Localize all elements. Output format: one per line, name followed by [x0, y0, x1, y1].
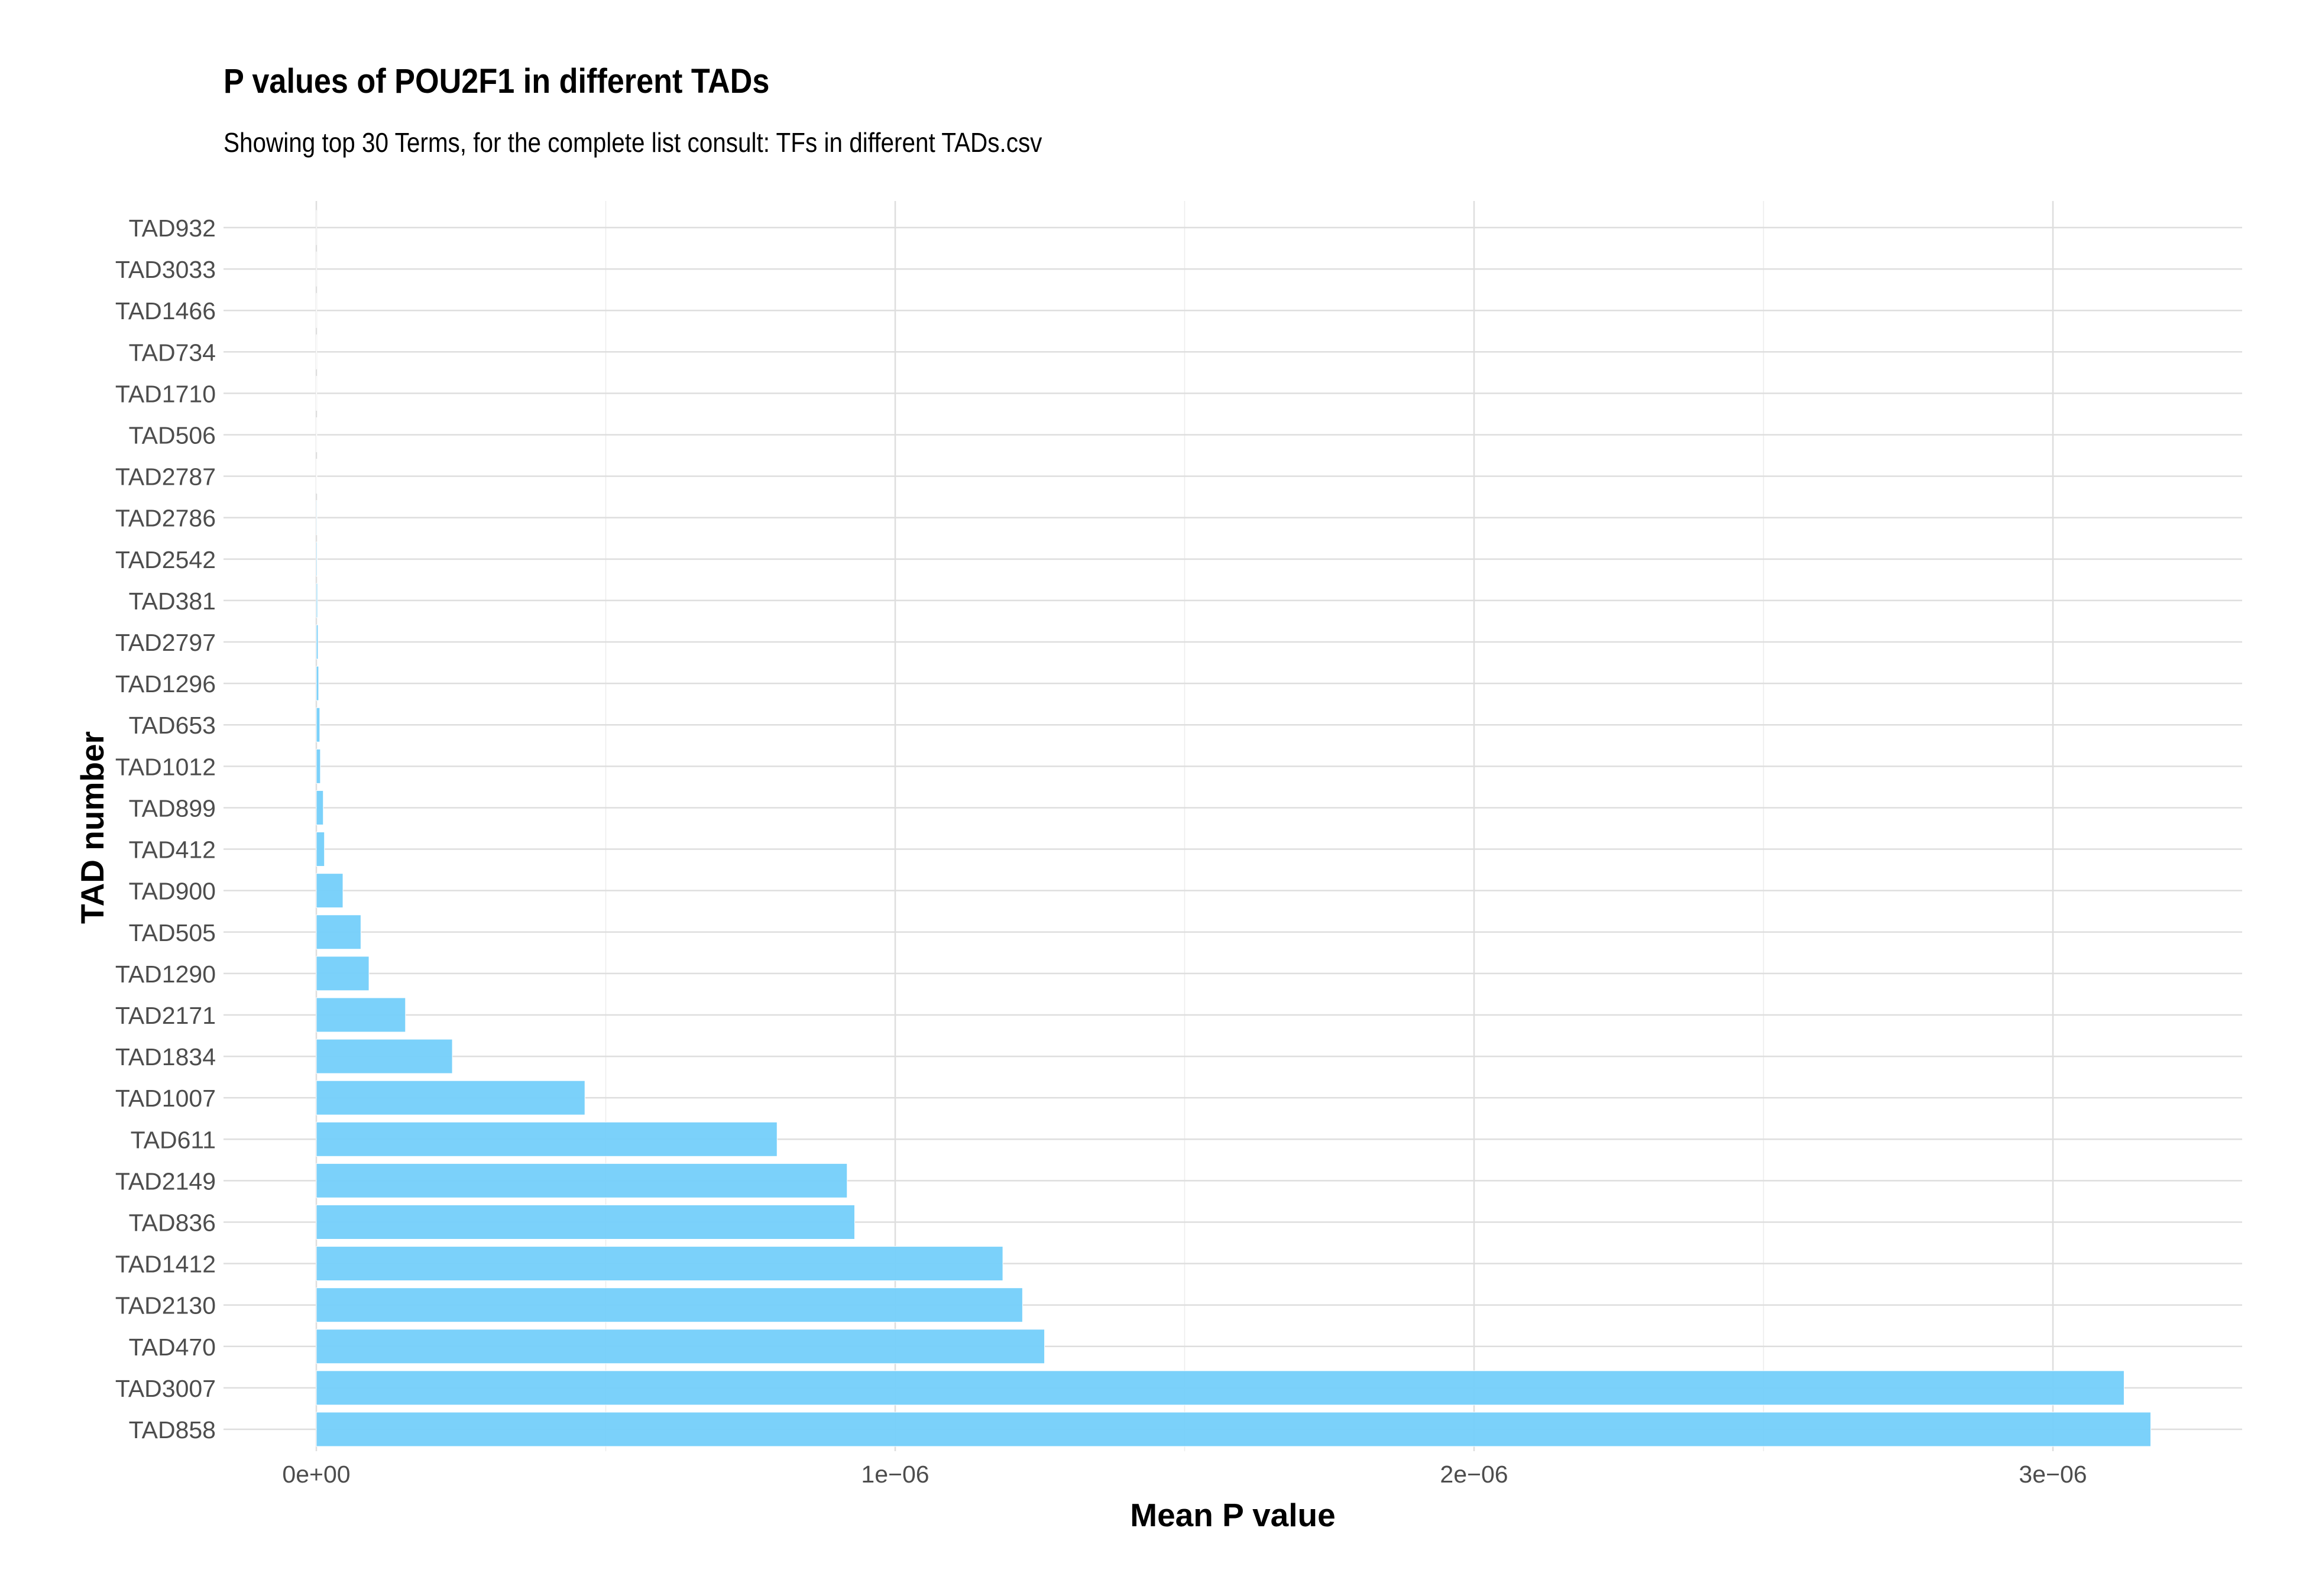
y-tick-label: TAD2149 [115, 1167, 216, 1195]
y-tick-label: TAD836 [129, 1209, 216, 1236]
bar-tad470 [316, 1329, 1045, 1364]
y-tick-label: TAD3033 [115, 256, 216, 283]
bar-tad653 [316, 707, 320, 742]
x-axis-title: Mean P value [1130, 1497, 1335, 1533]
bar-tad381 [316, 583, 318, 618]
bar-tad836 [316, 1204, 855, 1240]
bar-tad2542 [316, 541, 318, 577]
y-tick-label: TAD1412 [115, 1251, 216, 1278]
y-tick-label: TAD506 [129, 422, 216, 449]
y-tick-label: TAD1007 [115, 1085, 216, 1112]
bar-tad611 [316, 1121, 778, 1157]
bar-tad1296 [316, 666, 319, 701]
y-tick-label: TAD899 [129, 794, 216, 822]
chart-title: P values of POU2F1 in different TADs [224, 62, 770, 100]
y-tick-label: TAD505 [129, 919, 216, 946]
x-tick-label: 1e−06 [861, 1461, 929, 1488]
bar-tad899 [316, 790, 324, 825]
y-tick-label: TAD858 [129, 1416, 216, 1443]
y-tick-label: TAD932 [129, 215, 216, 242]
bar-tad1412 [316, 1246, 1003, 1282]
bar-tad858 [316, 1412, 2151, 1447]
y-tick-label: TAD1834 [115, 1043, 216, 1071]
bar-tad1710 [316, 375, 318, 411]
bar-tad2149 [316, 1163, 848, 1198]
bar-tad1290 [316, 956, 370, 991]
grid-lines [224, 201, 2242, 1451]
bars [316, 210, 2151, 1447]
y-tick-label: TAD381 [129, 588, 216, 615]
y-tick-label: TAD734 [129, 339, 216, 366]
y-tick-label: TAD1710 [115, 380, 216, 407]
x-tick-label: 3e−06 [2019, 1461, 2087, 1488]
y-tick-label: TAD900 [129, 878, 216, 905]
bar-tad506 [316, 417, 318, 453]
y-tick-label: TAD653 [129, 712, 216, 739]
y-tick-label: TAD2542 [115, 546, 216, 573]
chart-subtitle: Showing top 30 Terms, for the complete l… [224, 127, 1042, 158]
y-tick-label: TAD2130 [115, 1292, 216, 1319]
y-tick-label: TAD1296 [115, 670, 216, 698]
bar-tad412 [316, 832, 325, 867]
y-tick-label: TAD1290 [115, 961, 216, 988]
bar-tad2786 [316, 500, 318, 536]
y-tick-label: TAD2786 [115, 505, 216, 532]
y-tick-label: TAD2787 [115, 463, 216, 491]
bar-tad2797 [316, 624, 319, 660]
bar-tad900 [316, 873, 344, 909]
y-tick-label: TAD2797 [115, 629, 216, 656]
y-tick-labels: TAD932 TAD3033 TAD1466 TAD734 TAD1710 TAD506 T… [115, 215, 216, 1443]
bar-tad2130 [316, 1287, 1023, 1323]
y-tick-label: TAD412 [129, 836, 216, 864]
bar-tad2171 [316, 997, 406, 1033]
y-tick-label: TAD2171 [115, 1002, 216, 1029]
y-tick-label: TAD470 [129, 1334, 216, 1361]
x-tick-labels: 0e+00 1e−06 2e−06 3e−06 [282, 1461, 2087, 1488]
bar-tad3007 [316, 1370, 2124, 1406]
bar-tad2787 [316, 459, 318, 494]
y-tick-label: TAD3007 [115, 1375, 216, 1402]
y-tick-label: TAD611 [131, 1126, 216, 1153]
bar-tad1012 [316, 748, 321, 784]
y-axis-title: TAD number [74, 731, 111, 924]
bar-tad505 [316, 914, 361, 950]
bar-tad1007 [316, 1080, 585, 1115]
x-tick-label: 0e+00 [282, 1461, 350, 1488]
bar-tad1834 [316, 1039, 453, 1074]
y-tick-label: TAD1012 [115, 753, 216, 780]
y-tick-label: TAD1466 [115, 297, 216, 325]
x-tick-label: 2e−06 [1440, 1461, 1508, 1488]
